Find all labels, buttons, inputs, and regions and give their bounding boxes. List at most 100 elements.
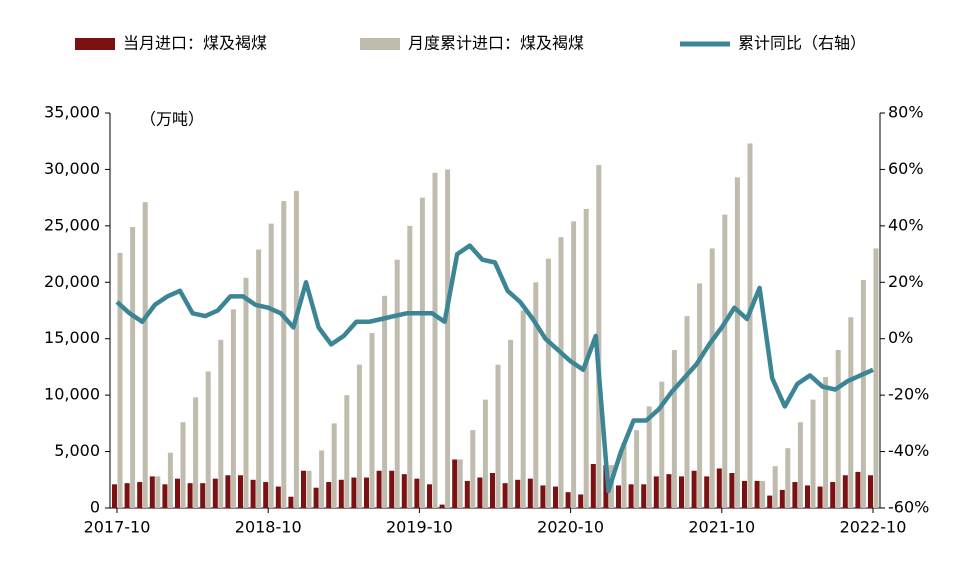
bar <box>792 482 798 508</box>
bar <box>364 477 369 508</box>
bar <box>319 450 325 508</box>
y2-tick-label: 60% <box>888 159 924 178</box>
bar <box>162 484 168 508</box>
bar <box>653 476 659 508</box>
bar <box>117 252 123 508</box>
bar <box>301 470 306 508</box>
bar <box>457 459 463 508</box>
bar <box>578 494 584 508</box>
bar <box>452 459 458 508</box>
bar <box>785 448 791 508</box>
x-tick-label: 2018-10 <box>235 518 302 537</box>
bar <box>306 470 312 508</box>
bar <box>427 484 432 508</box>
bar <box>218 339 224 508</box>
bar <box>414 478 420 508</box>
bar <box>167 452 173 508</box>
y-tick-label: 30,000 <box>44 159 100 178</box>
bar <box>124 483 130 508</box>
bar <box>545 258 551 508</box>
bar <box>482 399 488 508</box>
bar <box>747 143 753 508</box>
bar <box>175 478 180 508</box>
y-tick-label: 15,000 <box>44 328 100 347</box>
bar <box>477 477 483 508</box>
bar <box>646 406 652 508</box>
bar <box>275 486 281 508</box>
bar <box>356 364 362 508</box>
bar <box>621 442 627 508</box>
bar <box>288 496 294 508</box>
bar <box>830 482 836 508</box>
bar <box>734 177 740 509</box>
y-tick-label: 10,000 <box>44 385 100 404</box>
bar <box>326 482 332 508</box>
bar <box>767 495 773 508</box>
x-tick-label: 2020-10 <box>537 518 604 537</box>
bar <box>490 473 495 508</box>
bar <box>250 479 256 508</box>
x-tick-label: 2017-10 <box>84 518 151 537</box>
bar <box>873 248 879 508</box>
bar <box>180 422 186 508</box>
bar <box>553 486 558 508</box>
bar <box>868 475 873 508</box>
bar <box>445 169 451 508</box>
bar <box>142 202 148 508</box>
bar <box>810 399 816 508</box>
bar <box>533 282 539 508</box>
bar <box>684 316 690 508</box>
bar <box>256 249 262 509</box>
y2-tick-label: 40% <box>888 215 924 234</box>
bar <box>112 484 117 508</box>
bar <box>779 489 785 508</box>
x-tick-label: 2019-10 <box>386 518 453 537</box>
bar <box>137 482 143 508</box>
bar <box>855 471 861 508</box>
bar <box>281 201 287 508</box>
bar <box>149 476 155 508</box>
bar <box>628 484 634 508</box>
x-tick-label: 2022-10 <box>840 518 907 537</box>
bar <box>596 164 602 508</box>
legend-label: 当月进口：煤及褐煤 <box>123 34 267 53</box>
bar <box>263 482 269 508</box>
legend-swatch <box>75 38 115 50</box>
bar <box>432 172 438 509</box>
bar <box>704 476 710 508</box>
bar <box>407 225 413 508</box>
bar <box>401 474 407 508</box>
bar <box>754 480 760 508</box>
y2-tick-label: 0% <box>888 328 913 347</box>
bar <box>729 473 735 508</box>
bar <box>722 214 728 509</box>
bar <box>697 283 703 508</box>
bar <box>760 480 766 508</box>
bar <box>590 463 596 508</box>
bar <box>155 476 161 508</box>
bar <box>212 478 218 508</box>
bar <box>634 430 640 508</box>
bar <box>716 468 722 508</box>
bar <box>205 371 211 508</box>
bar <box>351 477 357 508</box>
bar <box>268 223 274 508</box>
y-tick-label: 5,000 <box>54 441 100 460</box>
bar <box>835 350 841 508</box>
bar <box>860 280 866 508</box>
bar <box>331 423 337 508</box>
bar <box>439 504 445 508</box>
y-tick-label: 0 <box>90 498 100 517</box>
bar <box>230 309 236 508</box>
bar <box>797 422 803 508</box>
x-tick-label: 2021-10 <box>688 518 755 537</box>
bar <box>344 395 350 508</box>
bar <box>187 483 193 508</box>
bar <box>817 486 823 508</box>
y-tick-label: 35,000 <box>44 103 100 122</box>
bar <box>419 197 425 508</box>
bar <box>742 480 747 508</box>
y2-tick-label: -40% <box>888 441 929 460</box>
bar <box>659 381 665 508</box>
